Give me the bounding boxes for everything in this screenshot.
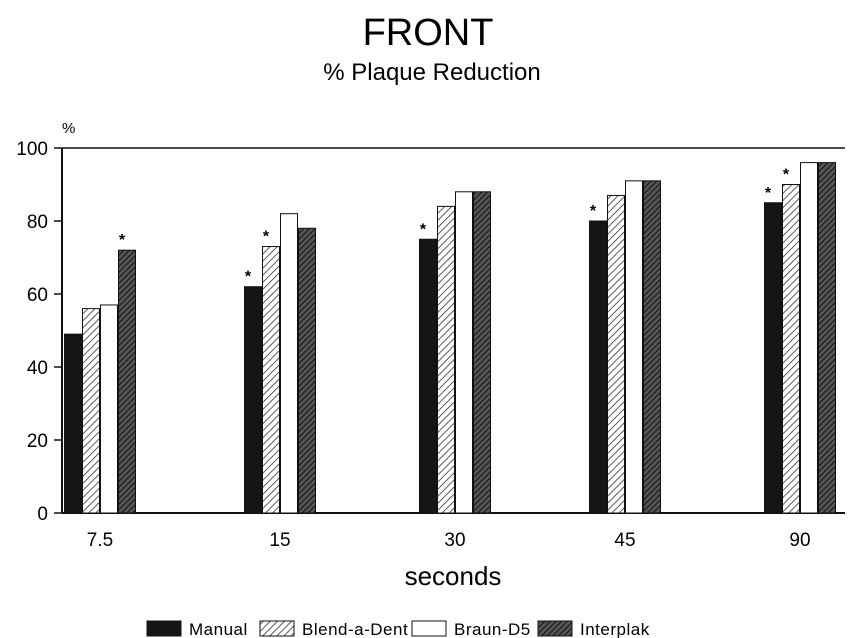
legend-label: Interplak [580, 620, 650, 638]
legend-label: Braun-D5 [454, 620, 531, 638]
x-tick-label: 30 [444, 530, 465, 551]
bar-interplak-90 [818, 162, 836, 514]
legend-label: Manual [189, 620, 248, 638]
y-tick-label: 60 [27, 285, 48, 306]
bar-interplak-45 [643, 180, 661, 514]
significance-star: * [783, 167, 790, 184]
legend: Manual Blend-a-Dent Braun-D5 Interplak [146, 620, 650, 638]
x-axis-label: seconds [405, 561, 502, 591]
bar-blend-a-dent-15 [262, 246, 280, 514]
bar-braun-d5-90 [800, 162, 818, 514]
x-tick-label: 15 [269, 530, 290, 551]
y-tick-label: 80 [27, 212, 48, 233]
y-tick-label: 20 [27, 431, 48, 452]
legend-swatch-manual [146, 620, 182, 637]
bar-blend-a-dent-90 [782, 184, 800, 514]
chart-title: FRONT [363, 12, 494, 54]
chart-subtitle: % Plaque Reduction [323, 59, 540, 86]
bar-interplak-30 [473, 191, 491, 514]
y-axis-label: % [62, 120, 75, 137]
significance-star: * [263, 229, 270, 246]
bar-braun-d5-7-5 [100, 304, 118, 514]
axes: 0 20 40 60 80 100 7.5 15 30 45 90 [16, 139, 845, 551]
legend-swatch-braun-d5 [411, 620, 447, 637]
y-tick-label: 0 [37, 504, 48, 525]
significance-star: * [245, 269, 252, 286]
y-tick-label: 100 [16, 139, 48, 160]
bar-interplak-15 [298, 227, 316, 514]
bars: * * * * * * * [64, 162, 836, 514]
bar-blend-a-dent-45 [607, 194, 625, 514]
bar-manual-30 [419, 238, 437, 514]
bar-braun-d5-30 [455, 191, 473, 514]
significance-star: * [420, 221, 427, 238]
bar-manual-90 [764, 202, 782, 514]
x-tick-label: 90 [789, 530, 810, 551]
bar-manual-15 [244, 286, 262, 514]
bar-blend-a-dent-30 [437, 205, 455, 514]
significance-star: * [119, 232, 126, 249]
y-tick-label: 40 [27, 358, 48, 379]
bar-braun-d5-45 [625, 180, 643, 514]
bar-interplak-7-5 [118, 249, 136, 514]
x-tick-label: 45 [614, 530, 635, 551]
legend-swatch-blend-a-dent [259, 620, 295, 637]
bar-manual-45 [589, 220, 607, 514]
x-tick-label: 7.5 [87, 530, 113, 551]
bar-blend-a-dent-7-5 [82, 308, 100, 514]
legend-swatch-interplak [537, 620, 573, 637]
bar-manual-7-5 [64, 333, 82, 514]
significance-star: * [765, 185, 772, 202]
legend-label: Blend-a-Dent [302, 620, 408, 638]
bar-braun-d5-15 [280, 213, 298, 514]
significance-star: * [590, 203, 597, 220]
